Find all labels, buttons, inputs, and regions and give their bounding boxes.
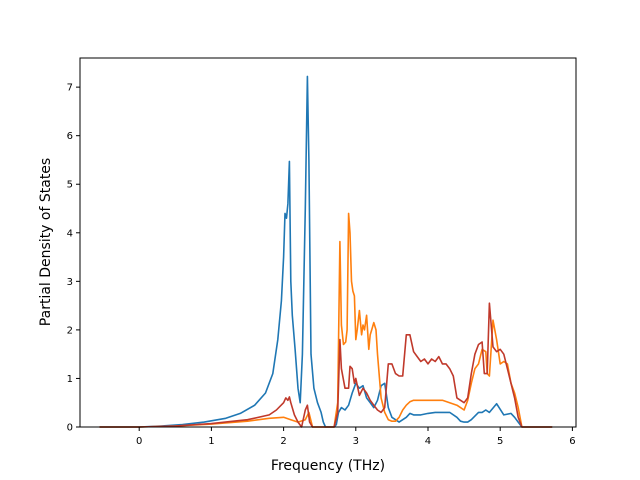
x-tick-label: 3 <box>353 436 359 447</box>
x-tick-label: 6 <box>569 436 575 447</box>
x-tick-label: 4 <box>425 436 431 447</box>
y-tick-label: 7 <box>67 83 73 94</box>
y-tick-label: 0 <box>67 423 73 434</box>
x-tick-label: 5 <box>497 436 503 447</box>
y-tick-label: 5 <box>67 180 73 191</box>
series-line-1 <box>99 75 553 428</box>
x-tick-label: 0 <box>136 436 142 447</box>
x-axis-ticks: 0 1 2 3 4 5 6 <box>136 427 576 447</box>
y-tick-label: 6 <box>67 131 73 142</box>
series-line-2 <box>99 212 553 428</box>
y-tick-label: 3 <box>67 277 73 288</box>
x-axis-title: Frequency (THz) <box>271 458 385 474</box>
y-tick-label: 1 <box>67 374 73 385</box>
y-axis-title: Partial Density of States <box>38 158 54 326</box>
y-tick-label: 4 <box>67 228 73 239</box>
x-tick-label: 2 <box>280 436 286 447</box>
y-tick-label: 2 <box>67 325 73 336</box>
x-tick-label: 1 <box>208 436 214 447</box>
plot-frame <box>79 57 577 428</box>
series-layer <box>99 75 553 428</box>
y-axis-ticks: 0 1 2 3 4 5 6 7 <box>67 83 80 434</box>
series-line-3 <box>99 302 553 428</box>
